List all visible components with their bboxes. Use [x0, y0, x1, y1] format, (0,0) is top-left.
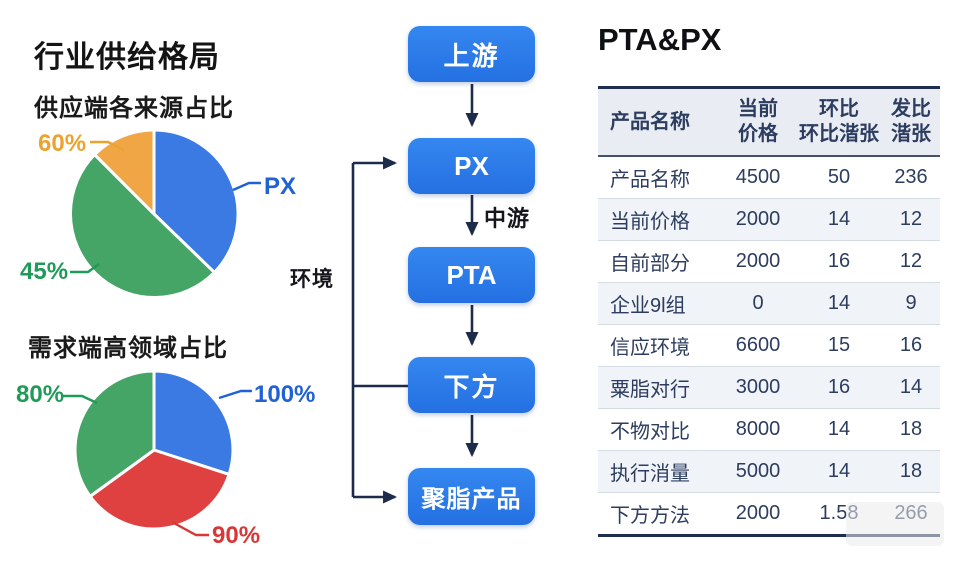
pie2-leader-blue [218, 389, 252, 400]
table-cell-value: 5000 [720, 450, 796, 493]
table-row: 粟脂对行 3000 16 14 [598, 366, 940, 409]
flow-node-downstream: 下方 [408, 357, 535, 413]
pie1-leader-green [70, 263, 100, 274]
table-cell-value: 16 [796, 366, 882, 409]
table-cell-value: 4500 [735, 166, 781, 188]
pie1-subtitle: 供应端各来源占比 [34, 95, 234, 122]
table-cell-value: 14 [796, 450, 882, 493]
pie2-label-red: 90% [212, 522, 261, 549]
table-cell-value: 2000 [720, 492, 796, 536]
table-cell-value: 8000 [720, 408, 796, 451]
table-cell-product-name: 自前部分 [598, 240, 720, 283]
flow-node-polyester-products: 聚脂产品 [408, 468, 535, 525]
col-header-current-price: 当前 价格 [720, 87, 796, 157]
table-cell-value: 15 [796, 324, 882, 367]
table-cell-product-name: 企业9l组 [598, 282, 720, 325]
col-header-product-name: 产品名称 [598, 87, 720, 157]
table-row: 产品名称 4500 50 236 [598, 156, 940, 199]
table-cell-value: 14 [882, 366, 940, 409]
table-title: PTA&PX [598, 22, 722, 57]
table-row: 执行消量 5000 14 18 [598, 450, 940, 493]
table-cell-product-name: 粟脂对行 [598, 366, 720, 409]
watermark-patch [846, 502, 944, 546]
pie1-leader-px-blue [232, 181, 261, 192]
table-row: 企业9l组 0 14 9 [598, 282, 940, 325]
table-cell-product-name: 下方方法 [598, 492, 720, 536]
pie1-slice-px-blue [152, 128, 240, 274]
pie2-leader-green [62, 394, 98, 405]
table-cell-value: 0 [720, 282, 796, 325]
table-cell-value: 14 [796, 408, 882, 451]
table-cell-value: 9 [882, 282, 940, 325]
table-row: 自前部分 2000 16 12 [598, 240, 940, 283]
pie1-leader-orange [90, 140, 125, 152]
table-cell-value: 2000 [720, 240, 796, 283]
table-cell-value: 236 [894, 166, 928, 188]
table-cell-product-name: 不物对比 [598, 408, 720, 451]
pta-px-table: 产品名称 当前 价格 环比 环比湝张 发比 湝张 产品名称 4500 50 236 当前… [598, 86, 940, 537]
page-title: 行业供给格局 [34, 41, 220, 74]
flow-node-pta: PTA [408, 247, 535, 303]
pie2-label-blue: 100% [254, 381, 316, 408]
pie1-slice-green [69, 153, 216, 299]
col-header-mom-change: 环比 环比湝张 [796, 87, 882, 157]
edge-label-environment: 环境 [290, 268, 334, 291]
table-cell-value: 2000 [720, 198, 796, 241]
table-cell-value: 14 [796, 198, 882, 241]
table-cell-value: 12 [882, 198, 940, 241]
pie2-label-green: 80% [16, 381, 65, 408]
table-cell-value: 16 [882, 324, 940, 367]
table-cell-value: 16 [796, 240, 882, 283]
table-row: 信应环境 6600 15 16 [598, 324, 940, 367]
table-cell-product-name: 产品名称 [610, 169, 690, 191]
table-cell-value: 6600 [720, 324, 796, 367]
table-cell-product-name: 执行消量 [598, 450, 720, 493]
col-header-yoy-change: 发比 湝张 [882, 87, 940, 157]
table-cell-value: 14 [796, 282, 882, 325]
pie1-label-px-blue: PX [264, 173, 297, 200]
table-cell-value: 18 [882, 450, 940, 493]
pie2-slice-blue [152, 369, 235, 476]
table-cell-product-name: 当前价格 [598, 198, 720, 241]
flow-node-px: PX [408, 138, 535, 194]
pie2-subtitle: 需求端高领域占比 [28, 335, 228, 362]
table-header: 产品名称 当前 价格 环比 环比湝张 发比 湝张 [598, 87, 940, 157]
flow-node-upstream: 上游 [408, 26, 535, 82]
table-cell-value: 12 [882, 240, 940, 283]
table-cell-value: 50 [827, 166, 851, 188]
pie1-label-orange: 60% [38, 130, 87, 157]
pie2-leader-red [171, 520, 209, 537]
table-row: 不物对比 8000 14 18 [598, 408, 940, 451]
table-cell-value: 18 [882, 408, 940, 451]
pie2-slice-green [73, 369, 156, 498]
pie1-slice-orange [93, 128, 156, 216]
table-cell-product-name: 信应环境 [598, 324, 720, 367]
table-body: 产品名称 4500 50 236 当前价格 2000 14 12 自前部分 2000 16 12 企业9… [598, 156, 940, 536]
table-cell-value: 3000 [720, 366, 796, 409]
pie1-label-green: 45% [20, 258, 69, 285]
table-row: 当前价格 2000 14 12 [598, 198, 940, 241]
edge-label-midstream: 中游 [484, 206, 531, 231]
pie2-slice-red [88, 448, 231, 531]
